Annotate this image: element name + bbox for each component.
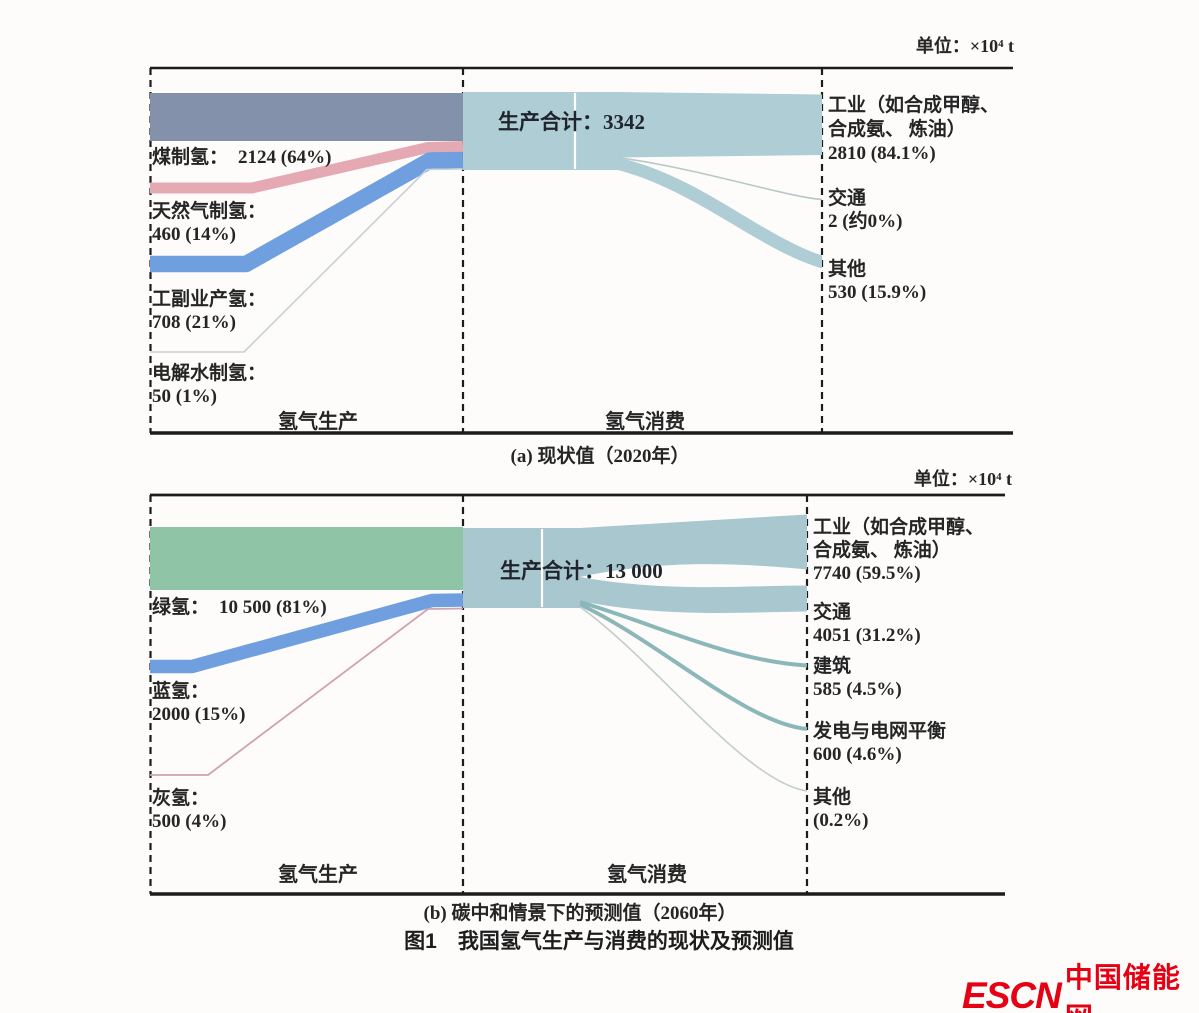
unit-label-a: 单位：×10⁴ t: [915, 36, 1014, 56]
source-label-green: 绿氢： 10 500 (81%): [152, 596, 327, 619]
source-name: 天然气制氢：: [152, 201, 267, 222]
axis-consumption-b: 氢气消费: [607, 864, 687, 886]
source-name: 灰氢：: [152, 788, 210, 809]
source-value: 50 (1%): [152, 386, 217, 407]
flow-gas-pink: [150, 141, 464, 194]
sink-value: 585 (4.5%): [813, 679, 902, 700]
flow-coal-band: [150, 93, 463, 141]
flow-production-total-a: [463, 92, 618, 170]
source-value: 460 (14%): [152, 224, 236, 245]
sink-name-line2: 合成氨、 炼油）: [813, 540, 951, 561]
sink-value: (0.2%): [813, 810, 869, 831]
sink-label-others-b: 其他 (0.2%): [813, 786, 868, 832]
source-label-blue: 蓝氢： 2000 (15%): [152, 680, 245, 726]
axis-production-a: 氢气生产: [278, 411, 358, 433]
source-value: 10 500 (81%): [219, 597, 327, 618]
flow-grey-hydrogen-line: [150, 607, 464, 776]
sink-value: 7740 (59.5%): [813, 563, 921, 584]
sink-value: 600 (4.6%): [813, 744, 902, 765]
source-name: 电解水制氢：: [152, 363, 267, 384]
sink-name: 其他: [813, 787, 852, 808]
axis-consumption-a: 氢气消费: [605, 411, 685, 433]
sink-name: 发电与电网平衡: [813, 721, 947, 742]
sink-label-power-b: 发电与电网平衡 600 (4.6%): [813, 720, 946, 766]
sink-name-line1: 工业（如合成甲醇、: [828, 95, 1000, 116]
sink-value: 2810 (84.1%): [828, 143, 936, 164]
sink-name: 建筑: [813, 656, 852, 677]
flow-electrolysis-line: [150, 168, 464, 353]
source-label-byproduct: 工副业产氢： 708 (21%): [152, 288, 266, 334]
source-value: 708 (21%): [152, 312, 236, 333]
sink-value: 4051 (31.2%): [813, 625, 921, 646]
flow-power-line: [579, 602, 808, 731]
flow-byproduct-blue: [150, 151, 464, 273]
caption-panel-b: (b) 碳中和情景下的预测值（2060年）: [423, 903, 737, 924]
sink-name: 交通: [813, 602, 852, 623]
figure-title: 图1 我国氢气生产与消费的现状及预测值: [404, 930, 794, 953]
source-value: 2000 (15%): [152, 704, 246, 725]
sink-label-transport-a: 交通 2 (约0%): [828, 187, 902, 233]
source-name: 工副业产氢：: [152, 289, 267, 310]
production-total-a: 生产合计：3342: [498, 110, 645, 134]
sink-value: 530 (15.9%): [828, 282, 927, 303]
flow-building-line: [579, 600, 808, 668]
source-name: 煤制氢：: [152, 147, 229, 168]
sink-label-transport-b: 交通 4051 (31.2%): [813, 601, 921, 647]
unit-label-b: 单位：×10⁴ t: [913, 469, 1012, 489]
flow-transport-b: [580, 577, 807, 613]
flow-others-a: [618, 157, 822, 269]
flow-industry-b: [580, 514, 807, 577]
source-value: 500 (4%): [152, 811, 227, 832]
source-name: 蓝氢：: [152, 681, 210, 702]
sink-label-building-b: 建筑 585 (4.5%): [813, 655, 902, 701]
sink-label-others-a: 其他 530 (15.9%): [828, 258, 926, 304]
watermark-escn: ESCN 中国储能网: [962, 956, 1199, 1013]
sink-name: 交通: [828, 188, 867, 209]
source-label-gas: 天然气制氢： 460 (14%): [152, 200, 266, 246]
sink-name-line1: 工业（如合成甲醇、: [813, 517, 985, 538]
sink-label-industry-b: 工业（如合成甲醇、 合成氨、 炼油） 7740 (59.5%): [813, 516, 984, 585]
production-total-b: 生产合计：13 000: [500, 559, 663, 583]
source-name: 绿氢：: [152, 597, 210, 618]
source-label-grey: 灰氢： 500 (4%): [152, 787, 226, 833]
source-label-coal: 煤制氢： 2124 (64%): [152, 146, 331, 169]
source-label-electrolysis: 电解水制氢： 50 (1%): [152, 362, 266, 408]
flow-blue-hydrogen: [150, 593, 464, 674]
flow-other-line-b: [579, 606, 808, 792]
sink-name: 其他: [828, 259, 867, 280]
sink-value: 2 (约0%): [828, 211, 903, 232]
flow-production-total-b: [463, 528, 580, 608]
sink-name-line2: 合成氨、 炼油）: [828, 119, 966, 140]
sink-label-industry-a: 工业（如合成甲醇、 合成氨、 炼油） 2810 (84.1%): [828, 94, 999, 166]
source-value: 2124 (64%): [238, 147, 332, 168]
watermark-latin: ESCN: [962, 975, 1062, 1013]
flow-green-band: [150, 527, 463, 590]
flow-industry-a: [618, 92, 822, 158]
caption-panel-a: (a) 现状值（2020年）: [510, 446, 690, 467]
axis-production-b: 氢气生产: [278, 864, 358, 886]
watermark-cjk: 中国储能网: [1064, 962, 1181, 1013]
flow-transport-a: [617, 156, 823, 201]
